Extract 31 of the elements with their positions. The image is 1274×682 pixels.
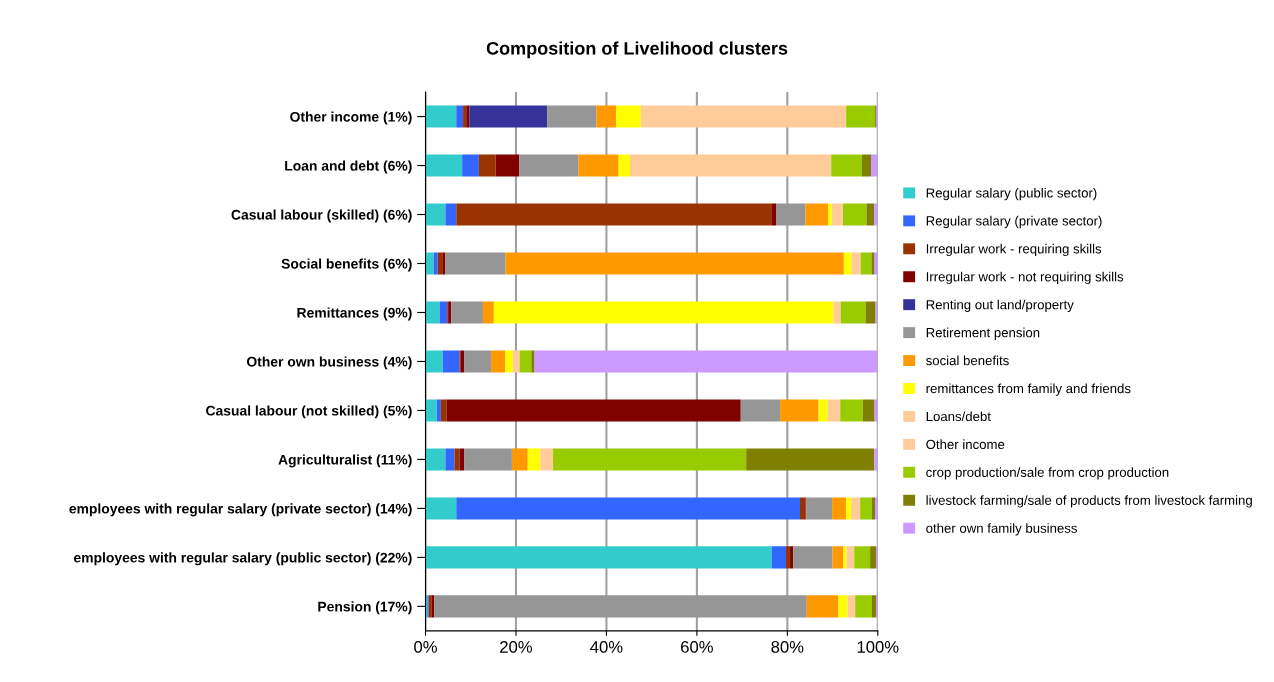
legend-label: crop production/sale from crop production <box>926 467 1169 480</box>
legend-label: remittances from family and friends <box>926 383 1131 396</box>
legend-label: Other income <box>926 439 1005 450</box>
x-tick-label: 40% <box>590 641 623 653</box>
legend-label: Renting out land/property <box>926 299 1074 312</box>
x-tick-label: 0% <box>414 641 437 653</box>
y-tick-label: Casual labour (not skilled) (5%) <box>206 405 412 419</box>
legend-label: Irregular work - not requiring skills <box>926 271 1124 285</box>
y-tick-label: Agriculturalist (11%) <box>278 454 412 468</box>
y-tick-label: Pension (17%) <box>318 601 412 615</box>
y-tick-label: employees with regular salary (public sector) (22%) <box>74 552 412 566</box>
legend-label: livestock farming/sale of products from livestock farming <box>926 495 1252 508</box>
y-tick-label: Other own business (4%) <box>246 356 412 370</box>
legend-label: Regular salary (public sector) <box>926 187 1097 201</box>
y-tick-label: Social benefits (6%) <box>281 258 412 272</box>
chart-title: Composition of Livelihood clusters <box>486 41 788 59</box>
y-tick-label: Loan and debt (6%) <box>285 160 412 174</box>
legend-label: Regular salary (private sector) <box>926 215 1102 229</box>
legend-label: Loans/debt <box>926 411 991 422</box>
y-tick-label: Casual labour (skilled) (6%) <box>231 209 412 223</box>
x-tick-label: 60% <box>681 641 713 653</box>
legend-label: Irregular work - requiring skills <box>926 243 1102 257</box>
legend-label: social benefits <box>926 355 1009 366</box>
y-tick-label: employees with regular salary (private sector) (14%) <box>69 503 412 517</box>
y-tick-label: Other income (1%) <box>290 111 412 125</box>
y-tick-label: Remittances (9%) <box>297 307 412 321</box>
x-tick-label: 80% <box>771 641 804 653</box>
legend-label: other own family business <box>926 523 1077 536</box>
x-tick-label: 20% <box>500 641 533 653</box>
x-tick-label: 100% <box>857 641 899 653</box>
legend-label: Retirement pension <box>926 327 1040 340</box>
